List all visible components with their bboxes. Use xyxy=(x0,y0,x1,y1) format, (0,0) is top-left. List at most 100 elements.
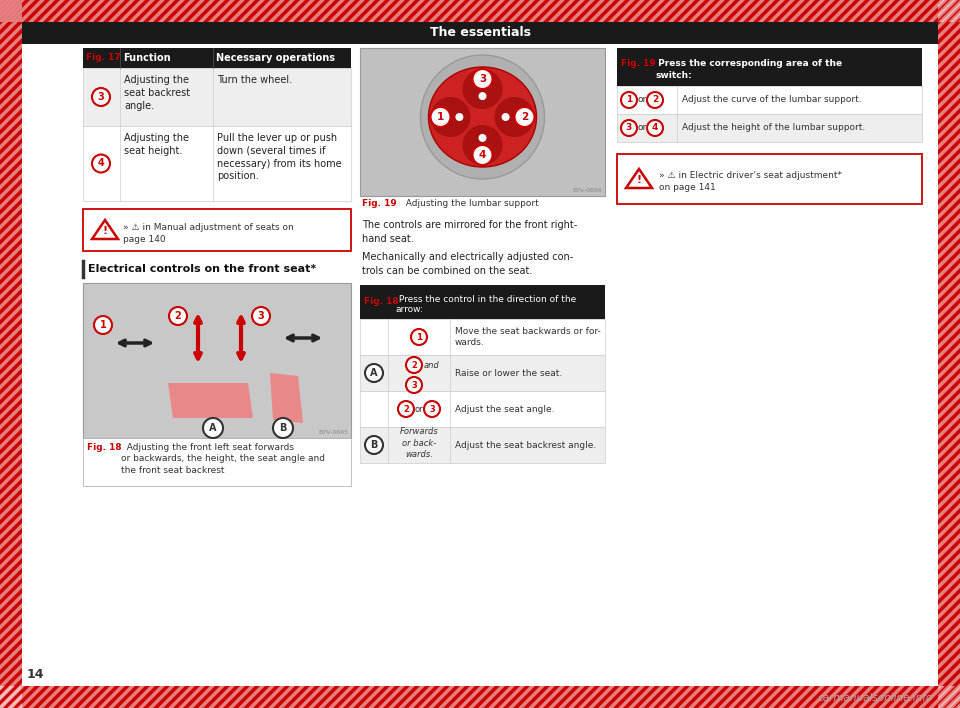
Text: switch:: switch: xyxy=(655,72,692,81)
Polygon shape xyxy=(28,0,55,22)
Polygon shape xyxy=(938,686,960,708)
Polygon shape xyxy=(858,0,885,22)
Polygon shape xyxy=(0,553,22,580)
Text: » ⚠ in Manual adjustment of seats on: » ⚠ in Manual adjustment of seats on xyxy=(123,224,294,232)
Polygon shape xyxy=(578,686,605,708)
Polygon shape xyxy=(698,686,725,708)
Circle shape xyxy=(430,97,470,137)
Polygon shape xyxy=(218,0,245,22)
Polygon shape xyxy=(868,0,895,22)
Polygon shape xyxy=(938,83,960,110)
Text: Press the corresponding area of the: Press the corresponding area of the xyxy=(655,59,842,69)
Polygon shape xyxy=(88,0,115,22)
Polygon shape xyxy=(718,0,745,22)
Bar xyxy=(360,48,605,196)
Polygon shape xyxy=(8,686,35,708)
Polygon shape xyxy=(858,686,885,708)
Polygon shape xyxy=(478,686,505,708)
Polygon shape xyxy=(0,0,5,22)
Polygon shape xyxy=(58,0,85,22)
Polygon shape xyxy=(548,686,575,708)
Polygon shape xyxy=(288,686,315,708)
Polygon shape xyxy=(938,623,960,650)
Polygon shape xyxy=(0,613,22,640)
Circle shape xyxy=(647,92,663,108)
Polygon shape xyxy=(938,223,960,250)
Circle shape xyxy=(398,401,414,417)
Polygon shape xyxy=(0,313,22,340)
Polygon shape xyxy=(778,0,805,22)
Polygon shape xyxy=(358,686,385,708)
Circle shape xyxy=(365,364,383,382)
Polygon shape xyxy=(938,153,960,180)
Polygon shape xyxy=(0,33,22,60)
Text: 2: 2 xyxy=(652,96,659,105)
Polygon shape xyxy=(0,273,22,300)
Polygon shape xyxy=(528,686,555,708)
Text: Forwards
or back-
wards.: Forwards or back- wards. xyxy=(399,428,439,459)
Text: Adjust the height of the lumbar support.: Adjust the height of the lumbar support. xyxy=(682,123,865,132)
Polygon shape xyxy=(648,0,675,22)
Polygon shape xyxy=(908,686,935,708)
Polygon shape xyxy=(938,693,960,708)
Text: Fig. 18: Fig. 18 xyxy=(364,297,398,305)
Polygon shape xyxy=(0,513,22,540)
Polygon shape xyxy=(0,686,15,708)
Polygon shape xyxy=(638,0,665,22)
Polygon shape xyxy=(778,686,805,708)
Polygon shape xyxy=(938,263,960,290)
Polygon shape xyxy=(938,423,960,450)
Text: Adjusting the
seat height.: Adjusting the seat height. xyxy=(124,133,189,156)
Text: Turn the wheel.: Turn the wheel. xyxy=(217,75,292,85)
Polygon shape xyxy=(438,686,465,708)
Polygon shape xyxy=(0,3,22,30)
Bar xyxy=(617,154,922,204)
Polygon shape xyxy=(0,153,22,180)
Polygon shape xyxy=(188,686,215,708)
Polygon shape xyxy=(0,503,22,530)
Polygon shape xyxy=(38,0,65,22)
Polygon shape xyxy=(128,686,155,708)
Polygon shape xyxy=(938,33,960,60)
Polygon shape xyxy=(78,0,105,22)
Polygon shape xyxy=(938,383,960,410)
Polygon shape xyxy=(78,686,105,708)
Polygon shape xyxy=(0,633,22,660)
Text: Function: Function xyxy=(123,53,171,63)
Polygon shape xyxy=(678,686,705,708)
Polygon shape xyxy=(228,686,255,708)
Polygon shape xyxy=(0,686,5,708)
Polygon shape xyxy=(688,686,715,708)
Polygon shape xyxy=(0,573,22,600)
Circle shape xyxy=(203,418,223,438)
Circle shape xyxy=(430,107,450,127)
Polygon shape xyxy=(468,0,495,22)
Polygon shape xyxy=(0,293,22,320)
Polygon shape xyxy=(848,686,875,708)
Text: Move the seat backwards or for-
wards.: Move the seat backwards or for- wards. xyxy=(455,327,601,347)
Text: 3: 3 xyxy=(257,311,264,321)
Text: 4: 4 xyxy=(98,159,105,169)
Polygon shape xyxy=(728,0,755,22)
Bar xyxy=(360,319,605,355)
Polygon shape xyxy=(938,203,960,230)
Circle shape xyxy=(515,107,535,127)
Bar xyxy=(0,0,22,708)
Bar xyxy=(83,68,351,126)
Polygon shape xyxy=(938,0,960,22)
Polygon shape xyxy=(898,686,925,708)
Polygon shape xyxy=(938,643,960,670)
Circle shape xyxy=(92,154,110,173)
Polygon shape xyxy=(668,0,695,22)
Polygon shape xyxy=(0,233,22,260)
Polygon shape xyxy=(938,533,960,560)
Polygon shape xyxy=(468,686,495,708)
Polygon shape xyxy=(0,686,25,708)
Polygon shape xyxy=(328,0,355,22)
Polygon shape xyxy=(438,0,465,22)
Polygon shape xyxy=(0,13,22,40)
Polygon shape xyxy=(278,0,305,22)
Polygon shape xyxy=(508,0,535,22)
Text: Adjust the seat angle.: Adjust the seat angle. xyxy=(455,404,555,413)
Polygon shape xyxy=(0,363,22,390)
